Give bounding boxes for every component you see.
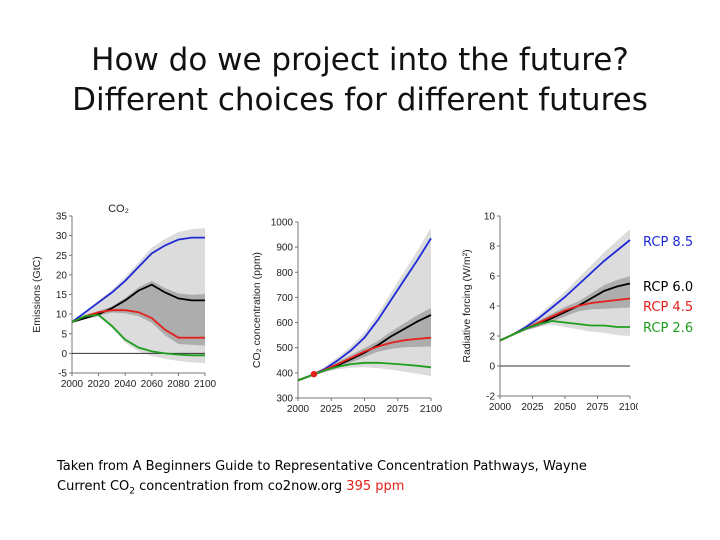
x-tick-label: 2000 — [489, 402, 512, 413]
x-tick-label: 2100 — [420, 404, 443, 415]
caption-current-co2: Current CO2 concentration from co2now.or… — [57, 477, 587, 502]
x-tick-label: 2080 — [167, 379, 190, 390]
series-line-rcp26 — [297, 361, 432, 382]
y-tick-label: 4 — [489, 302, 495, 313]
y-tick-label: 35 — [56, 212, 68, 223]
y-tick-label: 1000 — [271, 218, 294, 229]
title-line-1: How do we project into the future? — [91, 42, 629, 78]
forcing-chart: -2 0 2 4 6 8 10 2000 2025 2050 2075 2100 Radiative f… — [461, 212, 638, 414]
y-tick-label: 900 — [276, 243, 293, 254]
series-line-rcp85 — [499, 239, 631, 342]
y-tick-label: 300 — [276, 394, 293, 405]
concentration-chart: 300 400 500 600 700 800 900 1000 2000 2025 2050 207… — [251, 218, 443, 416]
y-tick-label: 600 — [276, 318, 293, 329]
y-tick-label: 400 — [276, 368, 293, 379]
series-line-rcp85 — [71, 236, 205, 323]
x-tick-label: 2000 — [61, 379, 84, 390]
title-line-2: Different choices for different futures — [72, 82, 648, 118]
caption-subscript: 2 — [129, 486, 136, 497]
x-tick-label: 2100 — [619, 402, 638, 413]
y-tick-label: 2 — [489, 332, 495, 343]
legend-rcp85: RCP 8.5 — [643, 235, 694, 250]
caption-mid: concentration from co2now.org — [135, 479, 347, 494]
x-tick-label: 2025 — [521, 402, 544, 413]
y-tick-label: 0 — [61, 349, 67, 360]
x-tick-label: 2000 — [287, 404, 310, 415]
caption-prefix: Current CO — [57, 479, 130, 494]
y-tick-label: 5 — [61, 329, 67, 340]
x-tick-label: 2050 — [554, 402, 577, 413]
y-axis-label: Emissions (GtC) — [31, 256, 43, 332]
y-tick-label: 20 — [56, 270, 68, 281]
y-tick-label: 6 — [489, 272, 495, 283]
co2-value: 395 ppm — [346, 479, 405, 494]
y-tick-label: -2 — [486, 392, 495, 403]
chart-title: CO₂ — [108, 203, 129, 215]
y-tick-label: 800 — [276, 268, 293, 279]
x-tick-label: 2100 — [194, 379, 217, 390]
y-tick-label: 0 — [489, 362, 495, 373]
legend-rcp45: RCP 4.5 — [643, 300, 694, 315]
y-tick-label: 700 — [276, 293, 293, 304]
x-tick-label: 2020 — [87, 379, 110, 390]
caption-source: Taken from A Beginners Guide to Represen… — [57, 459, 587, 474]
series-line-rcp45 — [71, 309, 205, 339]
legend-rcp60: RCP 6.0 — [643, 280, 694, 295]
uncertainty-band-inner — [500, 276, 630, 341]
x-tick-label: 2075 — [586, 402, 609, 413]
y-tick-label: 500 — [276, 343, 293, 354]
y-tick-label: 10 — [56, 310, 68, 321]
y-axis-label: Radiative forcing (W/m²) — [461, 249, 473, 362]
y-axis-label: CO₂ concentration (ppm) — [251, 252, 263, 368]
x-tick-label: 2075 — [387, 404, 410, 415]
y-tick-label: 10 — [484, 212, 496, 223]
uncertainty-band-inner — [298, 307, 431, 381]
series-line-rcp26 — [499, 320, 630, 342]
uncertainty-band-outer — [298, 227, 431, 381]
uncertainty-band-outer — [500, 229, 630, 341]
y-tick-label: 25 — [56, 251, 68, 262]
series-line-rcp26 — [71, 313, 205, 357]
x-tick-label: 2025 — [320, 404, 343, 415]
emissions-chart: -5 0 5 10 15 20 25 30 35 2000 2020 2040 2060 2080 2100… — [31, 203, 217, 390]
y-tick-label: 15 — [56, 290, 68, 301]
y-tick-label: -5 — [58, 369, 67, 380]
x-tick-label: 2040 — [114, 379, 137, 390]
x-tick-label: 2050 — [353, 404, 376, 415]
uncertainty-band-inner — [72, 280, 205, 346]
legend-rcp26: RCP 2.6 — [643, 321, 694, 336]
y-tick-label: 30 — [56, 231, 68, 242]
y-tick-label: 8 — [489, 242, 495, 253]
current-co2-marker — [310, 370, 318, 378]
x-tick-label: 2060 — [141, 379, 164, 390]
caption: Taken from A Beginners Guide to Represen… — [57, 457, 587, 502]
slide-title: How do we project into the future? Diffe… — [0, 40, 720, 120]
